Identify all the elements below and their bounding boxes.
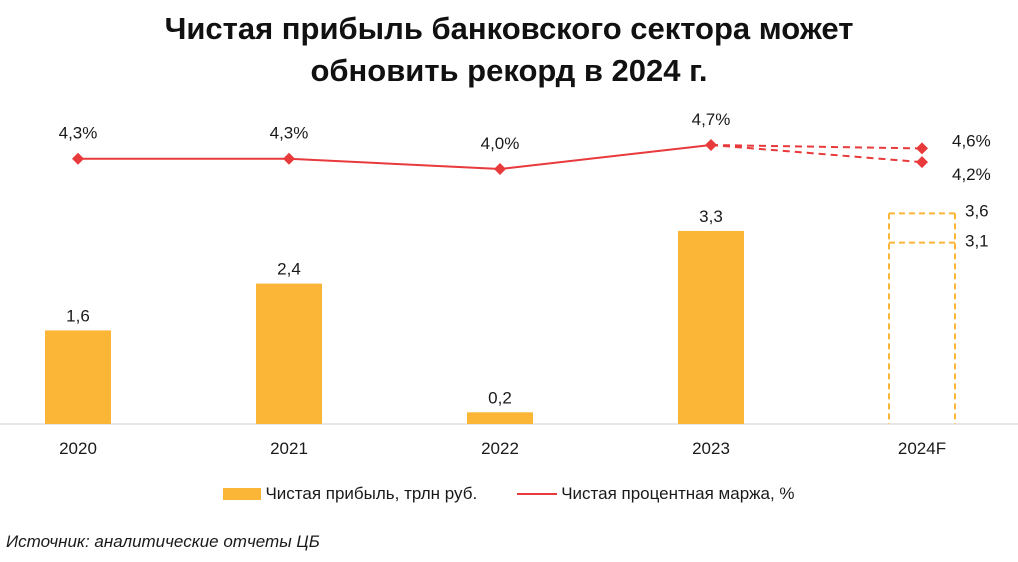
margin-label-2023: 4,7% [692,110,731,129]
margin-marker-2023 [705,139,717,151]
bar-label-2023: 3,3 [699,207,723,226]
margin-marker-2020 [72,152,84,165]
bar-2021 [256,283,322,424]
margin-label-2022: 4,0% [481,134,520,153]
legend-item-net-interest-margin: Чистая процентная маржа, % [517,484,795,504]
margin-forecast-line-low [710,144,923,164]
x-tick-label-2020: 2020 [59,439,97,458]
chart-title: Чистая прибыль банковского сектора может… [0,8,1018,92]
source-note: Источник: аналитические отчеты ЦБ [6,532,320,551]
x-tick-label-2022: 2022 [481,439,519,458]
chart-title-line-1: Чистая прибыль банковского сектора может [164,11,854,46]
bar-label-2020: 1,6 [66,306,90,325]
legend-item-net-profit: Чистая прибыль, трлн руб. [223,484,477,504]
margin-forecast-label-high: 4,6% [952,131,991,150]
forecast-bar-label-high: 3,6 [965,201,989,220]
bar-label-2021: 2,4 [277,260,301,279]
chart-title-line-2: обновить рекорд в 2024 г. [310,53,708,88]
margin-marker-2021 [283,152,295,165]
margin-line [78,144,712,171]
margin-label-2021: 4,3% [270,124,309,143]
legend-swatch-bar [223,488,262,500]
forecast-bar-label-low: 3,1 [965,232,989,251]
bar-2020 [45,330,111,424]
chart-legend: Чистая прибыль, трлн руб. Чистая процент… [0,484,1018,504]
margin-forecast-marker-low [916,156,928,169]
bar-2023 [678,230,744,424]
legend-swatch-line [517,493,558,495]
x-tick-label-2023: 2023 [692,439,730,458]
legend-label-net-profit: Чистая прибыль, трлн руб. [265,484,478,503]
bar-2022 [467,412,533,424]
x-tick-label-2024F: 2024F [898,439,946,458]
margin-label-2020: 4,3% [59,124,98,143]
x-tick-label-2021: 2021 [270,439,308,458]
margin-forecast-line-high [710,144,923,150]
margin-marker-2022 [494,163,506,175]
legend-label-net-interest-margin: Чистая процентная маржа, % [561,484,795,503]
bar-label-2022: 0,2 [488,388,512,407]
margin-forecast-label-low: 4,2% [952,165,991,184]
margin-forecast-marker-high [916,142,928,155]
